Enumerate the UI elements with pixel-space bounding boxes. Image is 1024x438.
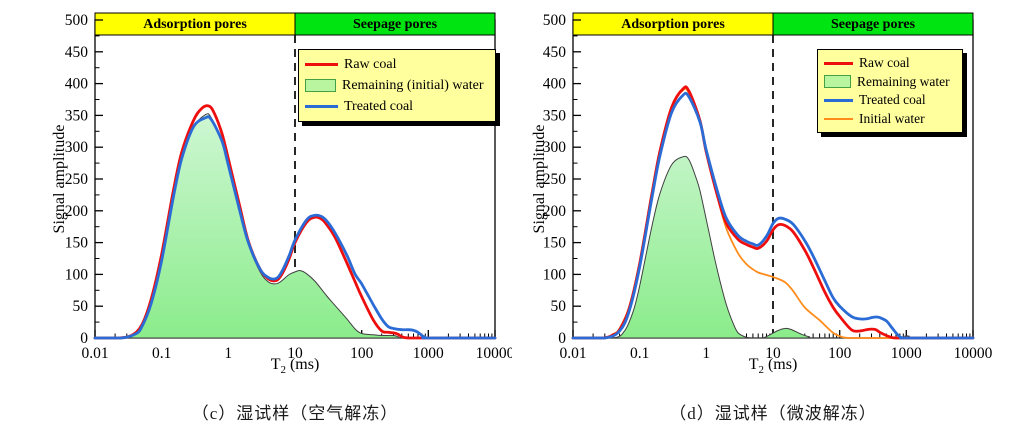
y-tick-label: 500 [65, 12, 89, 29]
y-tick-label: 100 [543, 266, 567, 283]
y-tick-label: 150 [65, 235, 89, 252]
x-tick-label: 100 [828, 345, 852, 362]
y-axis-title: Signal amplitude [51, 124, 68, 234]
legend-label: Remaining (initial) water [342, 77, 484, 93]
y-tick-label: 400 [65, 76, 89, 93]
series-line-treated-coal [571, 91, 975, 340]
treated-coal-line-marker [824, 98, 853, 102]
band-label-adsorption-pores: Adsorption pores [143, 17, 247, 32]
x-tick-label: 10000 [476, 345, 512, 362]
legend-item-treated-coal: Treated coal [824, 91, 956, 110]
pore-bands [94, 12, 496, 36]
legend-item-remaining-water: Remaining water [824, 73, 956, 92]
x-tick-label: 100 [350, 345, 374, 362]
x-axis-title-main: T [270, 356, 281, 373]
y-tick-label: 50 [73, 298, 89, 315]
x-axis-title-sub: 2 [280, 364, 286, 377]
caption-c: （c）湿试样（空气解冻） [191, 404, 399, 423]
x-tick-label: 1000 [413, 345, 444, 362]
legend-label: Raw coal [859, 55, 910, 71]
x-tick-label: 0.1 [152, 345, 171, 362]
x-tick-label: 0.01 [81, 345, 108, 362]
raw-coal-line-marker [305, 63, 338, 66]
y-tick-label: 100 [65, 266, 89, 283]
x-axis-title-main: T [748, 356, 759, 373]
x-axis-title: T2 (ms) [235, 356, 355, 376]
legend-item-treated-coal: Treated coal [305, 96, 489, 117]
raw-coal-line-marker [824, 61, 853, 65]
y-tick-label: 500 [543, 12, 567, 29]
y-tick-label: 200 [65, 203, 89, 220]
band-rect [772, 12, 974, 36]
band-label-seepage-pores: Seepage pores [830, 17, 916, 32]
y-tick-label: 350 [65, 107, 89, 124]
pore-bands [572, 12, 974, 36]
legend: Raw coal Remaining (initial) water Treat… [298, 49, 496, 122]
y-tick-label: 0 [80, 330, 88, 347]
chart-d: 0 50 100 150 200 250 300 350 400 450 500 0.01 0.1 1 10… [512, 0, 1024, 438]
y-tick-label: 250 [65, 171, 89, 188]
y-axis-title: Signal amplitude [531, 124, 548, 234]
y-tick-label: 150 [543, 235, 567, 252]
treated-coal-line-marker [305, 105, 338, 108]
x-axis-title: T2 (ms) [713, 356, 833, 376]
series-line-treated-coal [93, 115, 497, 340]
legend: Raw coal Remaining water Treated coal In… [817, 49, 963, 133]
legend-label: Raw coal [344, 56, 397, 72]
legend-item-raw-coal: Raw coal [305, 54, 489, 75]
y-tick-label: 350 [543, 107, 567, 124]
y-tick-label: 450 [543, 44, 567, 61]
y-tick-label: 300 [543, 139, 567, 156]
x-axis-title-unit: (ms) [285, 356, 320, 373]
y-tick-label: 50 [551, 298, 567, 315]
x-tick-label: 10000 [954, 345, 993, 362]
x-tick-label: 10 [287, 345, 303, 362]
legend-label: Initial water [859, 110, 925, 126]
remaining-water-patch-marker [305, 79, 336, 92]
x-tick-label: 10 [765, 345, 781, 362]
caption-d: （d）湿试样（微波解冻） [669, 404, 877, 423]
y-tick-label: 300 [65, 139, 89, 156]
chart-c: 0 50 100 150 200 250 300 350 400 450 500 0.01 0.1 1 10… [51, 12, 512, 423]
x-tick-label: 1 [224, 345, 232, 362]
x-tick-label: 1000 [891, 345, 922, 362]
band-label-adsorption-pores: Adsorption pores [621, 17, 725, 32]
series-area-remaining-water [572, 155, 973, 339]
x-tick-label: 0.01 [559, 345, 586, 362]
y-tick-label: 0 [558, 330, 566, 347]
x-axis-title-unit: (ms) [763, 356, 798, 373]
y-tick-label: 450 [65, 44, 89, 61]
initial-water-line-marker [824, 117, 853, 120]
y-axis-ticks: 0 50 100 150 200 250 300 350 400 450 500 [65, 12, 103, 347]
x-tick-label: 1 [702, 345, 710, 362]
x-axis-title-sub: 2 [758, 364, 764, 377]
legend-label: Treated coal [859, 92, 926, 108]
band-rect [294, 12, 496, 36]
x-tick-label: 0.1 [630, 345, 649, 362]
legend-label: Remaining water [857, 73, 950, 89]
legend-label: Treated coal [344, 98, 414, 114]
band-label-seepage-pores: Seepage pores [352, 17, 438, 32]
legend-item-remaining-initial-water: Remaining (initial) water [305, 75, 489, 96]
y-tick-label: 250 [543, 171, 567, 188]
chart-c-canvas: 0 50 100 150 200 250 300 350 400 450 500 0.01 0.1 1 10… [65, 12, 512, 362]
remaining-water-patch-marker [824, 75, 851, 89]
y-tick-label: 200 [543, 203, 567, 220]
chart-d-canvas: 0 50 100 150 200 250 300 350 400 450 500 0.01 0.1 1 10… [543, 12, 993, 362]
y-tick-label: 400 [543, 76, 567, 93]
legend-item-initial-water: Initial water [824, 110, 956, 129]
legend-item-raw-coal: Raw coal [824, 54, 956, 73]
